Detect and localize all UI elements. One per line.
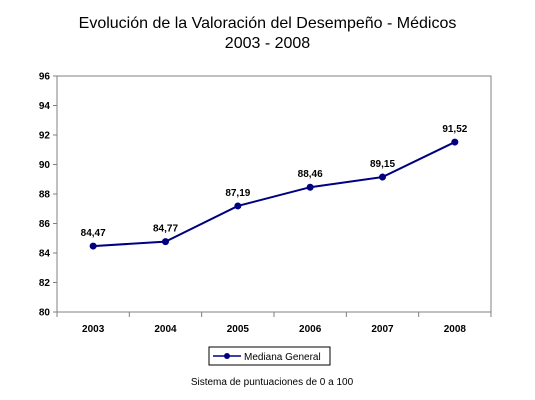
- y-tick-label: 82: [39, 278, 51, 289]
- y-tick-label: 84: [39, 249, 51, 260]
- data-label: 87,19: [225, 188, 250, 199]
- y-tick-label: 96: [39, 72, 51, 83]
- x-tick-label: 2004: [154, 324, 177, 335]
- data-label: 91,52: [442, 124, 467, 135]
- data-label: 84,77: [153, 224, 178, 235]
- chart-footnote: Sistema de puntuaciones de 0 a 100: [191, 377, 354, 388]
- legend-box: [208, 346, 331, 366]
- chart-subtitle: 2003 - 2008: [224, 35, 311, 52]
- x-axis: 2003 2004 2005 2006 2007 2008: [56, 312, 492, 335]
- y-tick-label: 92: [39, 131, 51, 142]
- y-tick-label: 90: [39, 160, 51, 171]
- data-label: 89,15: [370, 159, 395, 170]
- legend-entry-label: Mediana General: [244, 352, 321, 363]
- y-tick-label: 80: [39, 308, 51, 319]
- data-point: [234, 202, 242, 210]
- data-point: [162, 238, 169, 246]
- legend: Mediana General: [208, 346, 331, 366]
- series-layer: 84,47 84,77 87,19 88,46 89,15 91,52: [81, 124, 468, 250]
- data-point: [89, 242, 97, 250]
- data-point: [451, 138, 459, 146]
- x-tick-label: 2007: [371, 324, 394, 335]
- data-point: [306, 183, 314, 191]
- x-tick-label: 2003: [82, 324, 105, 335]
- data-label: 88,46: [298, 169, 323, 180]
- x-tick-label: 2006: [299, 324, 322, 335]
- y-axis: 80 82 84 86 88 90 92 94 96: [39, 72, 57, 319]
- chart-title-block: Evolución de la Valoración del Desempeño…: [0, 14, 535, 54]
- y-tick-label: 88: [39, 190, 51, 201]
- chart-title: Evolución de la Valoración del Desempeño…: [78, 15, 457, 32]
- series-line: [93, 141, 456, 248]
- x-tick-label: 2008: [444, 324, 467, 335]
- data-label: 84,47: [81, 228, 106, 239]
- data-point: [379, 173, 386, 181]
- y-tick-label: 94: [39, 101, 51, 112]
- legend-marker-swatch: [224, 353, 230, 359]
- y-tick-label: 86: [39, 219, 51, 230]
- x-tick-label: 2005: [227, 324, 250, 335]
- plot-area: [56, 75, 492, 313]
